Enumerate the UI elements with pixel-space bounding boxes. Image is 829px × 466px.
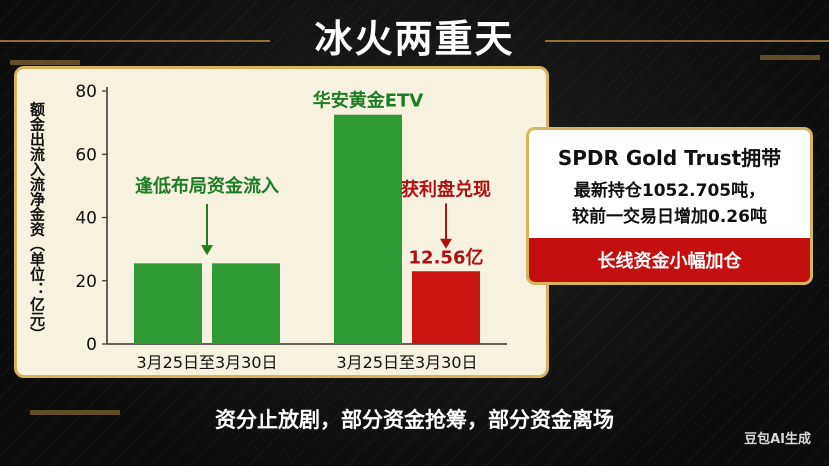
bar [412, 271, 480, 344]
title-left-line [0, 40, 270, 42]
bar [334, 114, 402, 344]
decor-bar [30, 410, 120, 415]
y-tick-label: 80 [75, 82, 97, 102]
info-holdings: 最新持仓1052.705吨， [573, 181, 766, 201]
footer-caption: 资分止放剧，部分资金抢筹，部分资金离场 [215, 408, 614, 432]
bar [134, 263, 202, 344]
watermark: 豆包AI生成 [744, 432, 811, 447]
info-banner: 长线资金小幅加仓 [529, 238, 810, 282]
title-right-line [545, 40, 829, 42]
info-change: 较前一交易日增加0.26吨 [572, 207, 767, 227]
y-tick-label: 40 [75, 209, 97, 229]
bar [212, 263, 280, 344]
bar-chart: 额金出流入流净金资（单位：亿元）0204060803月25日至3月30日逢低布局… [28, 82, 507, 372]
annotation-arrow-head [201, 245, 213, 256]
y-axis-label: 额金出流入流净金资（单位：亿元） [28, 101, 46, 342]
bar-data-label: 华安黄金ETV [313, 90, 424, 112]
x-tick-label: 3月25日至3月30日 [336, 353, 477, 372]
y-tick-label: 20 [75, 272, 97, 292]
decor-bar [10, 60, 80, 65]
y-tick-label: 0 [86, 335, 97, 355]
chart-panel: 额金出流入流净金资（单位：亿元） 0 20 40 60 80 3月25日至3月30日 逢低布局… [14, 66, 549, 378]
bar-data-label: 12.56亿 [409, 246, 484, 268]
annotation-text: 逢低布局资金流入 [135, 175, 279, 197]
annotation-text: 获利盘兑现 [401, 178, 491, 200]
info-card: SPDR Gold Trust拥带 最新持仓1052.705吨， 较前一交易日增… [526, 127, 813, 285]
annotation-arrow-head [440, 238, 452, 249]
y-tick-label: 60 [75, 145, 97, 165]
x-tick-label: 3月25日至3月30日 [136, 353, 277, 372]
decor-bar [760, 55, 820, 60]
page-title: 冰火两重天 [314, 17, 515, 61]
info-title: SPDR Gold Trust拥带 [557, 146, 782, 170]
